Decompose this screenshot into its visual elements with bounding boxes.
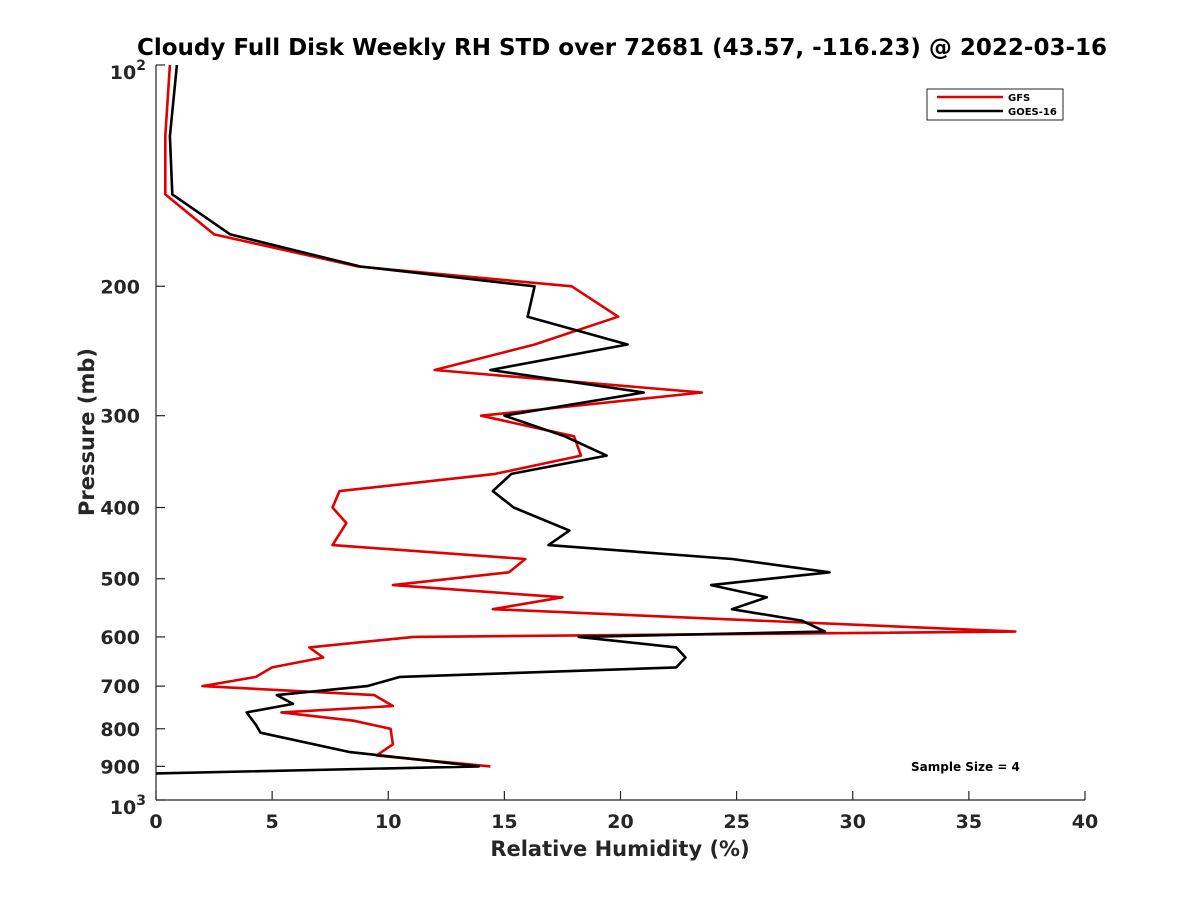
series-line-goes16 [155, 64, 831, 775]
x-tick-label: 25 [723, 811, 749, 833]
x-tick-label: 15 [491, 811, 517, 833]
y-tick-label: 300 [100, 406, 140, 428]
y-tick-label: 103 [110, 793, 146, 819]
y-axis-label: Pressure (mb) [75, 348, 99, 516]
x-ticks: 0 5 10 15 20 25 30 35 40 [149, 791, 1098, 833]
x-tick-label: 40 [1072, 811, 1098, 833]
series-lines [155, 64, 1017, 775]
y-tick-label: 700 [100, 676, 140, 698]
series-line-gfs [164, 64, 1017, 768]
x-tick-label: 0 [149, 811, 162, 833]
y-tick-label: 200 [100, 276, 140, 298]
legend-label-gfs: GFS [1008, 93, 1030, 104]
x-tick-label: 20 [607, 811, 633, 833]
x-axis-label: Relative Humidity (%) [490, 837, 749, 861]
x-tick-label: 5 [266, 811, 279, 833]
y-tick-label: 800 [100, 719, 140, 741]
y-tick-label: 900 [100, 756, 140, 778]
sample-size-annotation: Sample Size = 4 [911, 760, 1020, 774]
legend-label-goes16: GOES-16 [1008, 107, 1057, 118]
y-tick-label: 600 [100, 627, 140, 649]
y-tick-label: 400 [100, 498, 140, 520]
x-tick-label: 10 [375, 811, 401, 833]
plot-area: 0 5 10 15 20 25 30 35 40 102 200 300 400 500 600 700 80… [100, 58, 1098, 833]
x-tick-label: 35 [956, 811, 982, 833]
legend: GFS GOES-16 [926, 88, 1064, 121]
y-ticks: 102 200 300 400 500 600 700 800 900 103 [100, 58, 165, 819]
chart-title: Cloudy Full Disk Weekly RH STD over 7268… [137, 35, 1107, 61]
y-tick-label: 500 [100, 569, 140, 591]
y-tick-label: 102 [110, 58, 146, 84]
legend-box [926, 88, 1064, 121]
x-tick-label: 30 [840, 811, 866, 833]
